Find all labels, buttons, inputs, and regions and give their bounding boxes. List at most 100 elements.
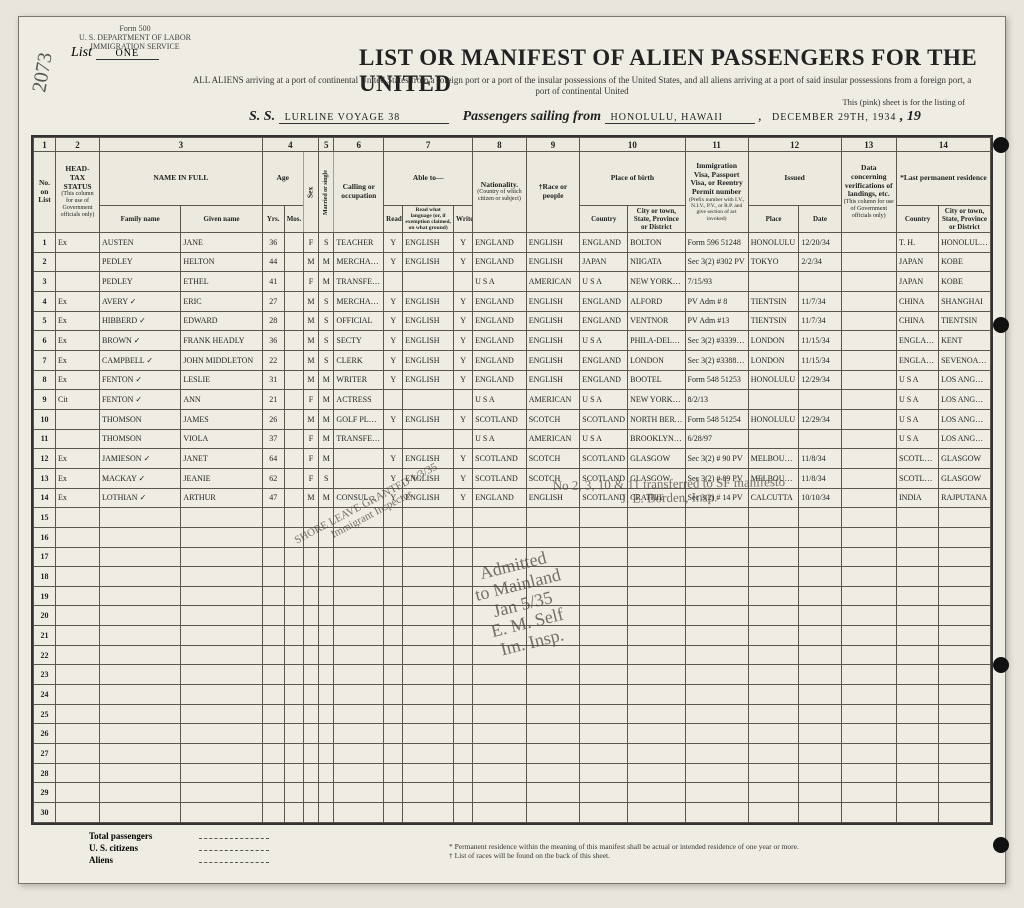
cell-race: SCOTCH bbox=[526, 449, 580, 469]
table-row: 29 bbox=[34, 783, 991, 803]
cell-n: 1 bbox=[34, 233, 56, 253]
cell-fam bbox=[100, 763, 181, 783]
table-row: 7ExCAMPBELL ✓JOHN MIDDLETON22MSCLERKYENG… bbox=[34, 350, 991, 370]
cell-rc bbox=[897, 724, 939, 744]
punch-hole-icon bbox=[993, 837, 1009, 853]
cell-rd: Y bbox=[384, 291, 403, 311]
aliens-value bbox=[199, 862, 269, 863]
cell-giv bbox=[181, 763, 262, 783]
cell-rc bbox=[897, 626, 939, 646]
cell-wr: Y bbox=[454, 311, 473, 331]
cell-race: ENGLISH bbox=[526, 311, 580, 331]
cell-visa bbox=[685, 744, 748, 764]
cell-ip: TOKYO bbox=[748, 252, 799, 272]
cell-ip bbox=[748, 567, 799, 587]
col-name: NAME IN FULL bbox=[100, 152, 263, 206]
col-birth: Place of birth bbox=[580, 152, 685, 206]
cell-id bbox=[799, 685, 841, 705]
cell-yr: 26 bbox=[262, 409, 284, 429]
cell-wr bbox=[454, 606, 473, 626]
cell-race: ENGLISH bbox=[526, 252, 580, 272]
cell-bc: ENGLAND bbox=[580, 350, 628, 370]
cell-ht: Ex bbox=[56, 233, 100, 253]
cell-id bbox=[799, 390, 841, 410]
sub-res-city: City or town, State, Province or Distric… bbox=[939, 206, 991, 233]
col-issued: Issued bbox=[748, 152, 841, 206]
cell-id bbox=[799, 744, 841, 764]
cell-rd bbox=[384, 704, 403, 724]
cell-bc: SCOTLAND bbox=[580, 409, 628, 429]
cell-giv: VIOLA bbox=[181, 429, 262, 449]
cell-yr: 47 bbox=[262, 488, 284, 508]
cell-giv: JANET bbox=[181, 449, 262, 469]
table-row: 30 bbox=[34, 803, 991, 823]
cell-sx bbox=[303, 586, 318, 606]
cell-bc: U S A bbox=[580, 390, 628, 410]
cell-fam: MACKAY ✓ bbox=[100, 468, 181, 488]
cell-mo bbox=[284, 390, 303, 410]
cell-id bbox=[799, 763, 841, 783]
cell-wr bbox=[454, 586, 473, 606]
cell-lang bbox=[403, 645, 454, 665]
cell-visa bbox=[685, 586, 748, 606]
cell-rd: Y bbox=[384, 311, 403, 331]
cell-yr bbox=[262, 783, 284, 803]
cell-visa bbox=[685, 763, 748, 783]
cell-fam: BROWN ✓ bbox=[100, 331, 181, 351]
cell-bc bbox=[580, 645, 628, 665]
cell-yr bbox=[262, 547, 284, 567]
cell-ht bbox=[56, 547, 100, 567]
cell-giv bbox=[181, 665, 262, 685]
cell-rd: Y bbox=[384, 331, 403, 351]
cell-ms: M bbox=[319, 429, 334, 449]
page-subtitle: ALL ALIENS arriving at a port of contine… bbox=[189, 75, 975, 98]
col-no: No. on List bbox=[34, 152, 56, 233]
cell-rcity bbox=[939, 704, 991, 724]
cell-ht bbox=[56, 685, 100, 705]
cell-sx: M bbox=[303, 311, 318, 331]
cell-race: ENGLISH bbox=[526, 291, 580, 311]
table-row: 4ExAVERY ✓ERIC27MSMERCHANT BANKYENGLISHY… bbox=[34, 291, 991, 311]
cell-ht bbox=[56, 724, 100, 744]
cell-n: 12 bbox=[34, 449, 56, 469]
cell-nat: U S A bbox=[473, 390, 527, 410]
cell-sx bbox=[303, 567, 318, 587]
cell-lang: ENGLISH bbox=[403, 350, 454, 370]
cell-rcity bbox=[939, 508, 991, 528]
cell-lang bbox=[403, 547, 454, 567]
cell-id bbox=[799, 724, 841, 744]
cell-wr: Y bbox=[454, 409, 473, 429]
cell-rc: U S A bbox=[897, 370, 939, 390]
cell-ms bbox=[319, 724, 334, 744]
cell-fam: THOMSON bbox=[100, 409, 181, 429]
cell-ht: Cit bbox=[56, 390, 100, 410]
cell-nat: ENGLAND bbox=[473, 331, 527, 351]
table-row: 8ExFENTON ✓LESLIE31MMWRITERYENGLISHYENGL… bbox=[34, 370, 991, 390]
cell-bc bbox=[580, 626, 628, 646]
cell-fam: AVERY ✓ bbox=[100, 291, 181, 311]
cell-n: 5 bbox=[34, 311, 56, 331]
cell-bc bbox=[580, 763, 628, 783]
cell-lang bbox=[403, 724, 454, 744]
table-row: 24 bbox=[34, 685, 991, 705]
cell-visa: Sec 3(2) #3388 PV bbox=[685, 350, 748, 370]
cell-nat bbox=[473, 763, 527, 783]
table-row: 6ExBROWN ✓FRANK HEADLY36MSSECTYYENGLISHY… bbox=[34, 331, 991, 351]
punch-hole-icon bbox=[993, 657, 1009, 673]
cell-rd bbox=[384, 783, 403, 803]
cell-occ bbox=[334, 744, 384, 764]
list-number-field: List ONE bbox=[71, 45, 159, 61]
sub-given: Given name bbox=[181, 206, 262, 233]
footnote-residence: * Permanent residence within the meaning… bbox=[449, 842, 799, 852]
sub-write: Write bbox=[454, 206, 473, 233]
cell-nat bbox=[473, 803, 527, 823]
cell-rd bbox=[384, 665, 403, 685]
cell-wr bbox=[454, 665, 473, 685]
cell-ver bbox=[841, 685, 897, 705]
cell-ip bbox=[748, 429, 799, 449]
cell-rc: ENGLAND bbox=[897, 350, 939, 370]
cell-rd bbox=[384, 586, 403, 606]
cell-race bbox=[526, 508, 580, 528]
cell-ip bbox=[748, 390, 799, 410]
cell-nat: ENGLAND bbox=[473, 291, 527, 311]
